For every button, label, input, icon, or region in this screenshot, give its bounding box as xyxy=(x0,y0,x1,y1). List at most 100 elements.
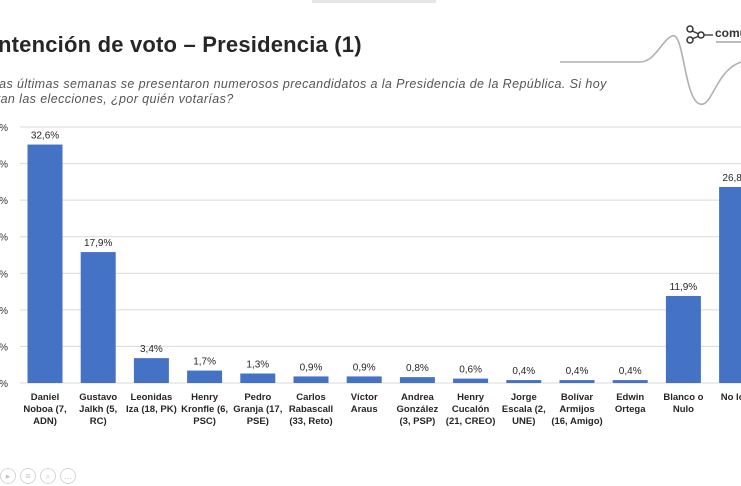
bar xyxy=(346,376,382,383)
category-label-line: Jalkh (5, xyxy=(79,404,117,415)
logo-text: comu xyxy=(715,26,741,40)
category-label-line: PSE) xyxy=(247,416,269,427)
category-label: No lo s xyxy=(721,392,741,403)
more-icon[interactable]: … xyxy=(60,468,76,484)
data-label: 32,6% xyxy=(31,131,59,142)
top-scroll-indicator xyxy=(312,0,436,3)
data-label: 3,4% xyxy=(140,344,163,355)
bar xyxy=(293,376,329,383)
bar xyxy=(27,144,63,383)
category-label: Gustavo Jalkh (5, RC) xyxy=(79,392,117,427)
bar xyxy=(559,380,595,383)
data-label: 0,4% xyxy=(512,366,535,377)
category-label: Carlos Rabascall (33, Reto) xyxy=(289,392,333,427)
category-label: Jorge Escala (2, UNE) xyxy=(502,392,546,427)
category-label-line: Blanco o xyxy=(663,392,703,403)
category-label-line: Armijos xyxy=(559,404,594,415)
data-label: 17,9% xyxy=(84,238,112,249)
survey-question: las últimas semanas se presentaron numer… xyxy=(0,77,656,107)
data-label: 0,8% xyxy=(406,363,429,374)
category-label: Henry Kronfle (6, PSC) xyxy=(181,392,228,427)
y-tick-label: 0% xyxy=(0,379,8,390)
slide-toolbar[interactable]: ▸ ≡ ⌕ … xyxy=(0,468,76,484)
category-label-line: Edwin xyxy=(616,392,644,403)
y-tick-label: 0% xyxy=(0,342,8,353)
bar xyxy=(612,380,648,383)
category-label-line: Nulo xyxy=(673,404,694,415)
category-label-line: Leonidas xyxy=(131,392,173,403)
y-tick-label: 0% xyxy=(0,196,8,207)
y-tick-label: 0% xyxy=(0,269,8,280)
bar xyxy=(133,358,169,383)
question-line-2: ran las elecciones, ¿por quién votarías? xyxy=(0,92,234,106)
category-label-line: RC) xyxy=(90,416,107,427)
data-label: 26,8% xyxy=(722,173,741,184)
category-label: Bolívar Armijos (16, Amigo) xyxy=(551,392,602,427)
category-label: Andrea González (3, PSP) xyxy=(397,392,439,427)
category-label-line: (33, Reto) xyxy=(289,416,332,427)
category-label-line: Henry xyxy=(457,392,485,403)
category-label: Víctor Araus xyxy=(351,392,378,415)
category-label-line: Pedro xyxy=(244,392,271,403)
category-label-line: (16, Amigo) xyxy=(551,416,602,427)
y-tick-label: 0% xyxy=(0,306,8,317)
category-label-line: UNE) xyxy=(512,416,535,427)
category-label-line: Kronfle (6, xyxy=(181,404,228,415)
category-label-line: Cucalón xyxy=(452,404,490,415)
category-label-line: Gustavo xyxy=(79,392,117,403)
category-label-line: (21, CREO) xyxy=(446,416,496,427)
category-label-line: PSC) xyxy=(193,416,216,427)
category-label-line: Carlos xyxy=(296,392,326,403)
bar xyxy=(506,380,542,383)
category-label-line: Araus xyxy=(351,404,378,415)
category-label-line: Daniel xyxy=(31,392,60,403)
data-label: 11,9% xyxy=(670,282,698,293)
category-label-line: Escala (2, xyxy=(502,404,546,415)
category-label: Edwin Ortega xyxy=(615,392,646,415)
logo-underline xyxy=(716,41,741,43)
category-label-line: Bolívar xyxy=(561,392,594,403)
bar xyxy=(665,295,701,383)
category-label-line: González xyxy=(397,404,439,415)
category-label-line: Víctor xyxy=(351,392,378,403)
decorative-wave xyxy=(560,35,741,105)
category-label: Leonidas Iza (18, PK) xyxy=(126,392,177,415)
y-tick-label: 0% xyxy=(0,233,8,244)
category-label-line: No lo s xyxy=(721,392,741,403)
category-label-line: Granja (17, xyxy=(233,404,282,415)
data-label: 0,4% xyxy=(566,366,589,377)
category-label-line: Noboa (7, xyxy=(23,404,66,415)
y-tick-label: 0% xyxy=(0,123,8,134)
category-label: Pedro Granja (17, PSE) xyxy=(233,392,282,427)
play-icon[interactable]: ▸ xyxy=(0,468,16,484)
category-label: Henry Cucalón (21, CREO) xyxy=(446,392,496,427)
notes-icon[interactable]: ≡ xyxy=(20,468,36,484)
bar xyxy=(453,378,489,383)
bar xyxy=(80,252,116,383)
category-label-line: Henry xyxy=(191,392,219,403)
category-label-line: Andrea xyxy=(401,392,434,403)
data-label: 0,4% xyxy=(619,366,642,377)
zoom-icon[interactable]: ⌕ xyxy=(40,468,56,484)
data-label: 0,6% xyxy=(459,365,482,376)
category-label: Daniel Noboa (7, ADN) xyxy=(23,392,66,427)
category-label-line: Iza (18, PK) xyxy=(126,404,177,415)
category-label: Blanco o Nulo xyxy=(663,392,703,415)
logo-icon xyxy=(686,25,713,44)
question-line-1: las últimas semanas se presentaron numer… xyxy=(0,77,607,91)
bar xyxy=(399,377,435,383)
bar xyxy=(719,186,741,383)
data-label: 1,3% xyxy=(246,359,269,370)
category-label-line: (3, PSP) xyxy=(399,416,435,427)
category-label-line: Rabascall xyxy=(289,404,333,415)
category-label-line: Ortega xyxy=(615,404,646,415)
bar xyxy=(187,370,223,383)
data-label: 0,9% xyxy=(353,362,376,373)
category-label-line: ADN) xyxy=(33,416,57,427)
page-title: ntención de voto – Presidencia (1) xyxy=(0,32,362,57)
data-label: 1,7% xyxy=(193,357,216,368)
category-label-line: Jorge xyxy=(511,392,537,403)
data-label: 0,9% xyxy=(300,362,323,373)
y-tick-label: 0% xyxy=(0,160,8,171)
